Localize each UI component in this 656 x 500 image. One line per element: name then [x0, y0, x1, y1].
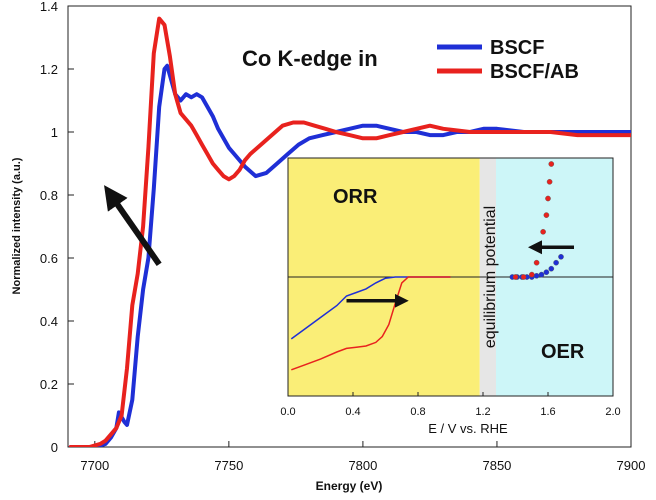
inset-point-bscf-ab	[533, 259, 540, 266]
legend-label-bscf-ab: BSCF/AB	[490, 61, 579, 83]
main-axis-ticks: 7700 7750 7800 7850 7900 0 0.2 0.4 0.6 0.8 1 1.2 1.4	[40, 0, 646, 473]
y-tick-label: 0.6	[40, 251, 58, 266]
inset-point-bscf	[553, 259, 559, 266]
inset-point-bscf-ab	[543, 212, 550, 218]
inset-point-bscf-ab	[512, 274, 519, 280]
inset-label-orr: ORR	[333, 186, 378, 208]
main-trend-arrow	[104, 185, 162, 267]
x-tick-label: 7900	[617, 458, 646, 473]
y-tick-label: 0.2	[40, 377, 58, 392]
inset-label-oer: OER	[541, 341, 585, 363]
y-axis-label: Normalized intensity (a.u.)	[11, 157, 23, 294]
x-axis-label: Energy (eV)	[316, 479, 383, 493]
inset-point-bscf	[558, 253, 564, 260]
x-tick-label: 7850	[482, 458, 511, 473]
inset-point-bscf	[538, 271, 545, 278]
inset-point-bscf-ab	[548, 161, 555, 167]
y-tick-label: 1.4	[40, 0, 58, 14]
main-series-group	[68, 16, 631, 447]
inset-series-group	[290, 161, 574, 371]
series-line-bscf-ab	[68, 16, 631, 447]
inset-point-bscf	[543, 269, 550, 276]
inset-point-bscf-ab	[529, 271, 535, 278]
inset-point-bscf	[548, 265, 555, 272]
inset-point-bscf-ab	[540, 228, 546, 235]
legend-label-bscf: BSCF	[490, 37, 544, 59]
series-line-bscf	[68, 63, 631, 447]
inset-point-bscf	[533, 272, 540, 279]
y-tick-label: 1.2	[40, 62, 58, 77]
y-tick-label: 1	[51, 125, 58, 140]
inset-x-tick-label: 0.4	[345, 406, 360, 418]
inset-label-equilibrium: equilibrium potential	[482, 206, 499, 348]
inset-x-tick-label: 1.6	[540, 406, 555, 418]
inset-x-tick-label: 2.0	[605, 406, 620, 418]
chart-title: Co K-edge in	[242, 46, 378, 71]
inset-point-bscf-ab	[545, 195, 551, 202]
inset-x-axis-label: E / V vs. RHE	[428, 421, 508, 436]
inset-point-bscf-ab	[520, 274, 527, 280]
inset-x-tick-label: 0.8	[410, 406, 425, 418]
x-tick-label: 7800	[348, 458, 377, 473]
inset-frame	[287, 157, 614, 397]
inset-x-tick-label: 1.2	[475, 406, 490, 418]
inset-line-bscf-ab	[291, 276, 451, 371]
inset-axis-ticks: 0.0 0.4 0.8 1.2 1.6 2.0	[280, 392, 621, 418]
legend: BSCF BSCF/AB	[437, 37, 579, 83]
x-tick-label: 7750	[214, 458, 243, 473]
y-tick-label: 0	[51, 440, 58, 455]
main-plot-frame	[67, 5, 632, 448]
inset-plot: 0.0 0.4 0.8 1.2 1.6 2.0 ORR OER equilibrium p…	[280, 157, 621, 436]
inset-point-bscf-ab	[546, 178, 553, 185]
y-tick-label: 0.8	[40, 188, 58, 203]
x-tick-label: 7700	[80, 458, 109, 473]
y-tick-label: 0.4	[40, 314, 58, 329]
inset-x-tick-label: 0.0	[280, 406, 295, 418]
